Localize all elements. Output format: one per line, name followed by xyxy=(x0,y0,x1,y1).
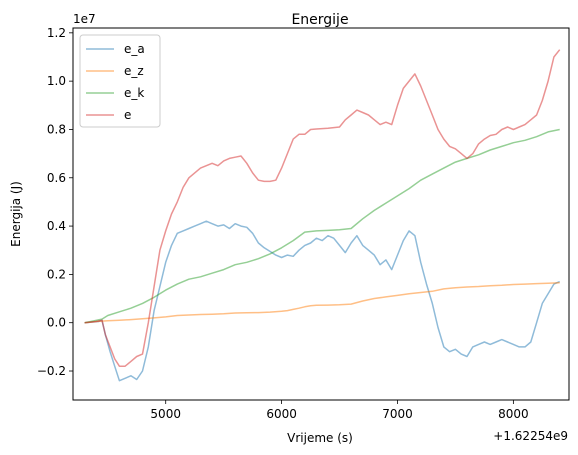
y-tick-label: 0.2 xyxy=(47,267,66,281)
y-tick-label: −0.2 xyxy=(37,364,66,378)
legend-box xyxy=(79,34,161,128)
plot-frame xyxy=(72,27,570,401)
y-tick-label: 1.0 xyxy=(47,74,66,88)
legend-label-3: e_k xyxy=(124,86,144,100)
plot-area xyxy=(72,27,570,401)
y-scale-label: 1e7 xyxy=(73,12,96,26)
y-tick-label: 0.6 xyxy=(47,171,66,185)
chart-title: Energije xyxy=(291,12,348,28)
x-tick-label: 8000 xyxy=(498,407,529,421)
series-line-2 xyxy=(84,282,560,324)
series-line-4 xyxy=(84,49,561,367)
x-axis-title: Vrijeme (s) xyxy=(287,431,353,445)
series-line-3 xyxy=(84,128,560,324)
y-tick-label: 1.2 xyxy=(47,26,66,40)
x-offset-label: +1.62254e9 xyxy=(493,429,568,443)
legend: e_a e_z e_ke xyxy=(79,34,161,128)
y-tick-label: 0.4 xyxy=(47,219,66,233)
x-tick-label: 6000 xyxy=(266,407,297,421)
x-axis-ticks: 5000 6000 7000 8000 xyxy=(150,400,529,421)
legend-label-2: e_z xyxy=(124,64,144,78)
legend-label-1: e_a xyxy=(124,42,145,56)
legend-label-4: e xyxy=(124,108,131,122)
y-tick-label: 0.8 xyxy=(47,122,66,136)
series-layer xyxy=(84,49,561,382)
x-tick-label: 5000 xyxy=(150,407,181,421)
x-tick-label: 7000 xyxy=(382,407,413,421)
y-axis-ticks: −0.2 0.0 0.2 0.4 0.6 0.8 1.0 1.2 xyxy=(37,26,73,378)
y-tick-label: 0.0 xyxy=(47,316,66,330)
series-line-1 xyxy=(84,220,560,382)
y-axis-title: Energija (J) xyxy=(9,181,23,247)
